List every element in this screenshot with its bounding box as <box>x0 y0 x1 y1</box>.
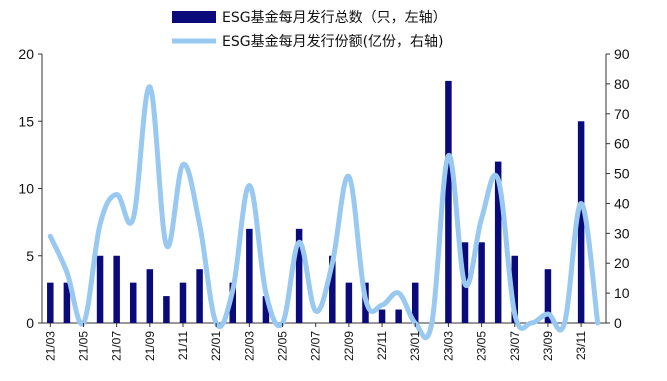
bar <box>445 80 452 324</box>
x-tick-label: 21/11 <box>176 331 190 360</box>
bar <box>411 282 419 323</box>
bar <box>229 282 237 323</box>
right-tick-label: 40 <box>614 195 630 211</box>
x-tick-label: 21/09 <box>143 331 157 361</box>
x-tick-label: 21/05 <box>76 331 90 361</box>
axes <box>41 54 607 324</box>
left-tick-label: 5 <box>26 248 34 264</box>
right-tick-label: 30 <box>614 225 630 241</box>
right-tick-label: 20 <box>614 255 630 271</box>
bar <box>96 255 104 323</box>
bar <box>113 255 120 323</box>
left-tick-label: 10 <box>18 181 34 197</box>
x-tick-label: 23/05 <box>475 331 489 361</box>
bar <box>47 282 54 323</box>
x-tick-label: 22/11 <box>375 331 389 360</box>
bar <box>246 228 253 323</box>
bar <box>345 282 353 323</box>
x-tick-label: 21/03 <box>43 331 57 361</box>
right-tick-label: 80 <box>614 76 630 92</box>
right-tick-label: 60 <box>614 136 630 152</box>
right-tick-label: 90 <box>614 46 630 62</box>
tick-labels: 0 5 10 15 20 0 10 20 30 40 50 60 70 80 90 21/03 21/05 21/… <box>18 46 629 361</box>
legend-line-label: ESG基金每月发行份额(亿份，右轴) <box>222 33 444 50</box>
legend-bar-label: ESG基金每月发行总数（只，左轴） <box>222 9 447 26</box>
x-tick-label: 22/07 <box>309 331 323 361</box>
left-tick-label: 20 <box>18 46 34 62</box>
bar <box>262 296 270 323</box>
right-tick-label: 0 <box>614 315 622 331</box>
bar <box>163 296 170 323</box>
x-tick-label: 23/03 <box>441 331 455 361</box>
right-tick-label: 10 <box>614 285 630 301</box>
x-tick-label: 22/05 <box>276 331 290 361</box>
bar <box>478 242 485 323</box>
x-tick-label: 23/09 <box>541 331 555 361</box>
right-tick-label: 50 <box>614 166 630 182</box>
bar-series <box>47 80 585 324</box>
bar <box>395 309 402 323</box>
bar <box>129 282 137 323</box>
bar <box>378 309 386 323</box>
legend: ESG基金每月发行总数（只，左轴） ESG基金每月发行份额(亿份，右轴) <box>172 9 447 50</box>
bar <box>295 228 303 323</box>
left-tick-label: 15 <box>18 113 34 129</box>
bar <box>179 282 187 323</box>
left-tick-label: 0 <box>26 315 34 331</box>
x-tick-label: 23/11 <box>574 331 588 360</box>
bar <box>577 121 585 323</box>
right-tick-label: 70 <box>614 106 630 122</box>
bar <box>196 269 203 323</box>
line-series-path <box>47 84 601 341</box>
x-tick-label: 21/07 <box>110 331 124 361</box>
x-tick-label: 22/03 <box>242 331 256 361</box>
x-tick-label: 23/01 <box>408 331 422 361</box>
legend-bar-swatch <box>172 11 216 23</box>
x-tick-label: 23/07 <box>508 331 522 361</box>
x-tick-label: 22/09 <box>342 331 356 361</box>
line-series <box>47 84 601 341</box>
bar <box>511 255 519 323</box>
bar <box>494 161 502 323</box>
bar <box>544 269 552 323</box>
bar <box>146 269 154 323</box>
x-tick-label: 22/01 <box>209 331 223 361</box>
bar <box>329 255 336 323</box>
bar <box>63 282 71 323</box>
